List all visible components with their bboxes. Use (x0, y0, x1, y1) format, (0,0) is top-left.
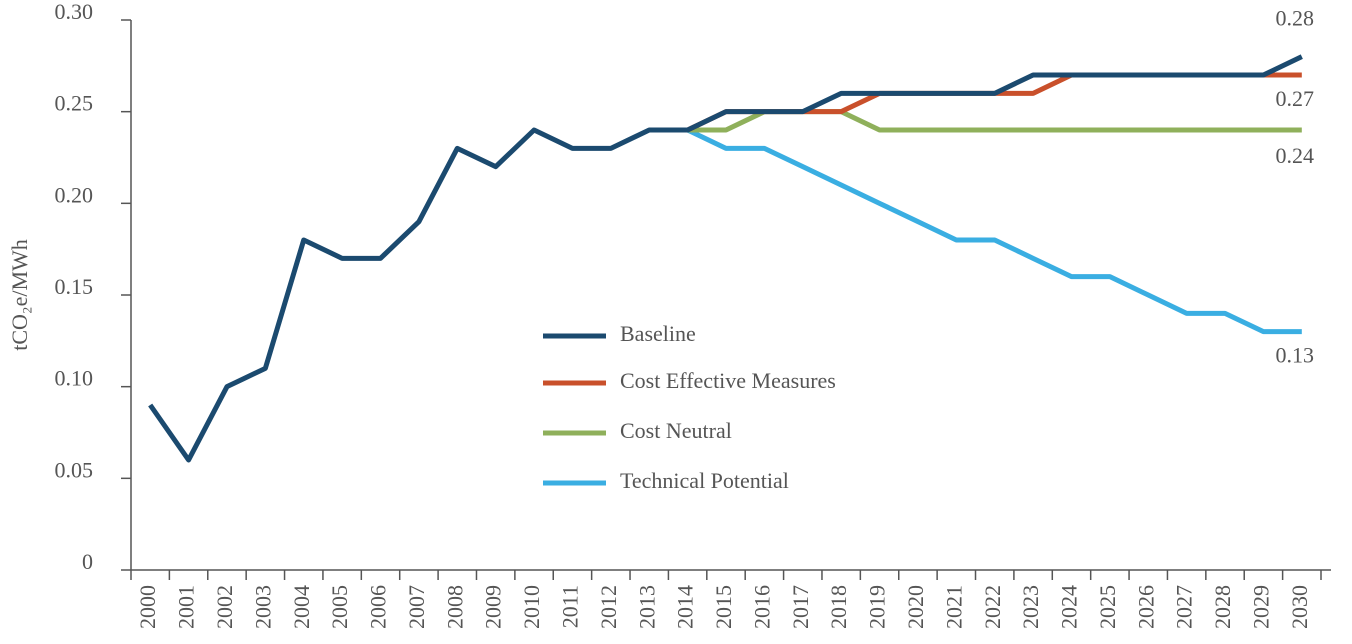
series-line (148, 54, 1303, 463)
end-value-label: 0.24 (1276, 143, 1315, 168)
x-tick-label: 2001 (174, 585, 199, 629)
y-axis-label: tCO₂e/MWh (7, 239, 32, 351)
x-tick-label: 2002 (212, 585, 237, 629)
legend-label: Cost Neutral (620, 418, 732, 443)
x-tick-label: 2027 (1172, 585, 1197, 629)
x-tick-label: 2030 (1287, 585, 1312, 629)
x-tick-label: 2008 (442, 585, 467, 629)
x-tick-label: 2000 (135, 585, 160, 629)
y-tick-label: 0.20 (55, 182, 94, 207)
x-tick-label: 2014 (673, 585, 698, 629)
x-tick-label: 2020 (903, 585, 928, 629)
x-tick-label: 2029 (1248, 585, 1273, 629)
x-tick-label: 2025 (1095, 585, 1120, 629)
x-tick-label: 2018 (826, 585, 851, 629)
end-value-label: 0.27 (1276, 86, 1315, 111)
x-tick-label: 2011 (557, 585, 582, 628)
x-tick-label: 2021 (941, 585, 966, 629)
y-tick-label: 0.10 (55, 366, 94, 391)
y-tick-label: 0.05 (55, 457, 94, 482)
x-tick-label: 2004 (289, 585, 314, 629)
series-line (687, 109, 1302, 133)
end-value-label: 0.28 (1276, 6, 1315, 31)
x-tick-label: 2005 (327, 585, 352, 629)
x-tick-label: 2024 (1057, 585, 1082, 629)
x-tick-label: 2026 (1133, 585, 1158, 629)
x-tick-label: 2013 (634, 585, 659, 629)
legend-label: Baseline (620, 321, 696, 346)
legend-label: Technical Potential (620, 468, 789, 493)
x-tick-label: 2003 (250, 585, 275, 629)
legend-label: Cost Effective Measures (620, 368, 836, 393)
series-line (686, 127, 1302, 335)
x-tick-label: 2022 (980, 585, 1005, 629)
x-tick-label: 2017 (788, 585, 813, 629)
x-tick-label: 2016 (749, 585, 774, 629)
x-tick-label: 2012 (596, 585, 621, 629)
x-tick-label: 2019 (865, 585, 890, 629)
y-tick-label: 0.15 (55, 274, 94, 299)
y-tick-label: 0.30 (55, 0, 94, 24)
x-tick-label: 2010 (519, 585, 544, 629)
end-value-label: 0.13 (1276, 343, 1315, 368)
x-tick-label: 2023 (1018, 585, 1043, 629)
x-tick-label: 2009 (481, 585, 506, 629)
y-tick-label: 0.25 (55, 91, 94, 116)
x-tick-label: 2015 (711, 585, 736, 629)
x-tick-label: 2006 (366, 585, 391, 629)
x-tick-label: 2007 (404, 585, 429, 629)
series-line (686, 72, 1302, 133)
x-tick-label: 2028 (1210, 585, 1235, 629)
y-tick-label: 0 (82, 549, 93, 574)
